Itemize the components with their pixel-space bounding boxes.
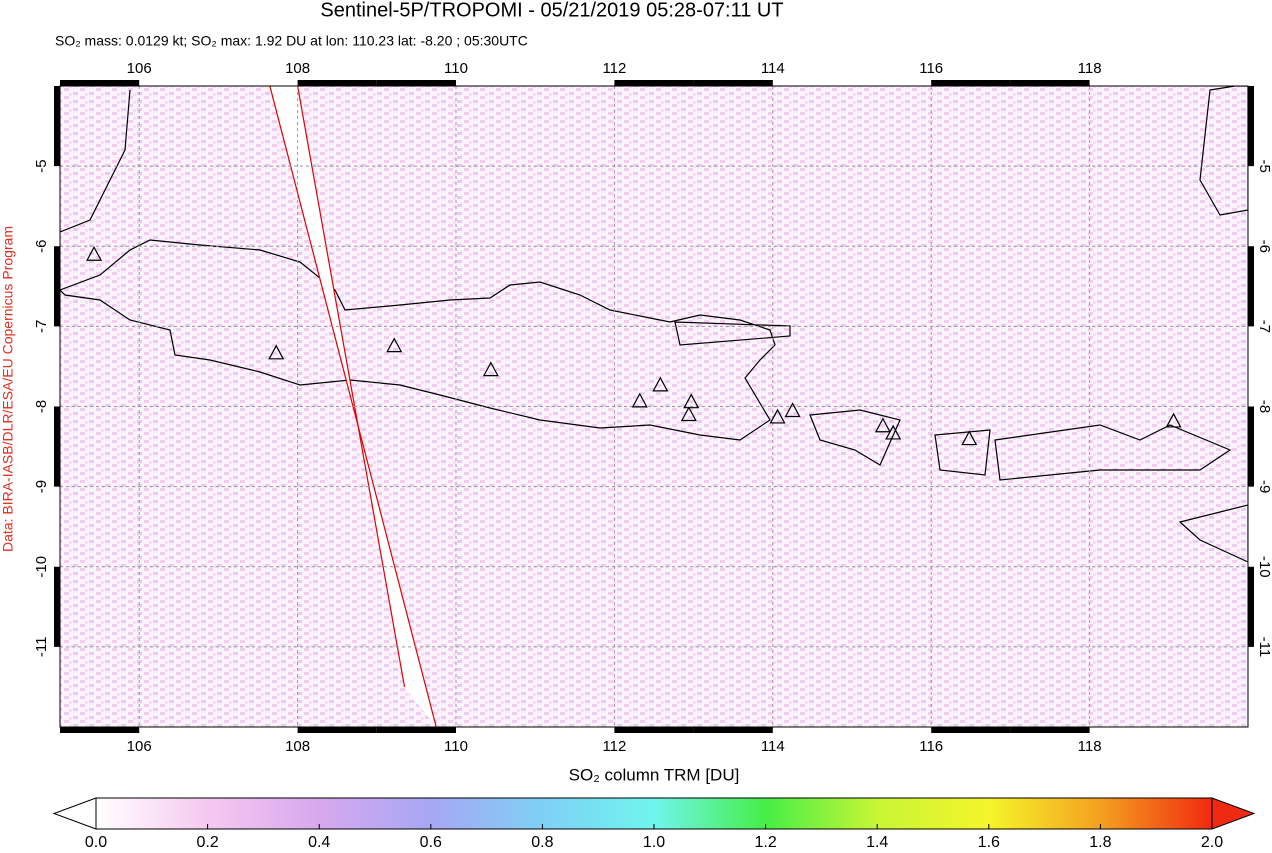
colorbar-over bbox=[1211, 797, 1256, 830]
colorbar-tick-label: 1.8 bbox=[1089, 834, 1111, 851]
y-tick-label: -11 bbox=[1256, 637, 1272, 658]
y-tick-label: -5 bbox=[33, 159, 50, 172]
frame-bar bbox=[1248, 406, 1254, 487]
x-tick-label: 108 bbox=[285, 738, 310, 755]
y-tick-label: -8 bbox=[33, 400, 50, 413]
colorbar-tick-label: 1.6 bbox=[978, 834, 1000, 851]
y-tick-label: -6 bbox=[33, 240, 50, 253]
frame-bar bbox=[614, 727, 694, 733]
chart-title: Sentinel-5P/TROPOMI - 05/21/2019 05:28-0… bbox=[320, 0, 783, 21]
frame-bar bbox=[1248, 246, 1254, 327]
volcano bbox=[386, 337, 403, 353]
y-tick-label: -5 bbox=[1256, 159, 1272, 172]
frame-bar bbox=[54, 566, 60, 647]
y-tick-label: -9 bbox=[1256, 480, 1272, 493]
x-tick-label: 114 bbox=[761, 738, 785, 755]
colorbar-tick-label: 1.2 bbox=[754, 834, 776, 851]
y-tick-label: -6 bbox=[1256, 240, 1272, 253]
frame-bar bbox=[54, 86, 60, 167]
frame-bar bbox=[693, 80, 773, 86]
volcano bbox=[874, 417, 891, 433]
map bbox=[60, 86, 1248, 727]
y-tick-label: -7 bbox=[1256, 320, 1272, 333]
swath-edge bbox=[269, 86, 437, 727]
y-tick-label: -9 bbox=[33, 480, 50, 493]
credit: Data: BIRA-IASB/DLR/ESA/EU Copernicus Pr… bbox=[0, 226, 16, 552]
frame-bar bbox=[54, 246, 60, 327]
frame-bar bbox=[60, 727, 140, 733]
colorbar-tick-label: 1.0 bbox=[643, 834, 665, 851]
y-tick-label: -11 bbox=[33, 637, 50, 658]
volcano bbox=[86, 245, 103, 261]
frame-bar bbox=[60, 80, 140, 86]
x-tick-label: 110 bbox=[444, 60, 468, 77]
x-tick-label: 116 bbox=[919, 738, 943, 755]
volcano bbox=[683, 393, 700, 409]
frame-bar bbox=[1248, 566, 1254, 647]
colorbar-tick-label: 0.4 bbox=[308, 834, 330, 851]
frame-bar bbox=[1248, 86, 1254, 167]
frame-bar bbox=[54, 406, 60, 487]
frame-bar bbox=[931, 80, 1011, 86]
x-tick-label: 106 bbox=[127, 60, 152, 77]
frame-bar bbox=[376, 80, 456, 86]
frame-bar bbox=[376, 727, 456, 733]
volcano bbox=[268, 344, 285, 360]
colorbar-under bbox=[52, 797, 97, 830]
frame-bar bbox=[693, 727, 773, 733]
x-tick-label: 108 bbox=[285, 60, 310, 77]
volcano bbox=[885, 424, 902, 440]
volcano bbox=[482, 361, 499, 377]
colorbar-tick-label: 0.2 bbox=[196, 834, 218, 851]
colorbar-tick-label: 0.0 bbox=[85, 834, 107, 851]
volcano bbox=[1165, 412, 1182, 428]
volcano bbox=[680, 406, 697, 422]
volcano bbox=[961, 430, 978, 446]
frame-bar bbox=[931, 727, 1011, 733]
frame-bar bbox=[1010, 727, 1090, 733]
y-tick-label: -7 bbox=[33, 320, 50, 333]
colorbar-tick-label: 1.4 bbox=[866, 834, 888, 851]
volcano bbox=[769, 408, 786, 424]
x-tick-label: 116 bbox=[919, 60, 943, 77]
colorbar-tick-label: 0.8 bbox=[531, 834, 553, 851]
x-tick-label: 112 bbox=[602, 60, 626, 77]
x-tick-label: 112 bbox=[602, 738, 626, 755]
x-tick-label: 118 bbox=[1078, 738, 1102, 755]
x-tick-label: 114 bbox=[761, 60, 785, 77]
frame-bar bbox=[1010, 80, 1090, 86]
frame-bar bbox=[297, 80, 377, 86]
frame-bar bbox=[297, 727, 377, 733]
swath-edge bbox=[297, 86, 406, 688]
colorbar-tick-label: 0.6 bbox=[420, 834, 442, 851]
x-tick-label: 118 bbox=[1078, 60, 1102, 77]
frame-bar bbox=[614, 80, 694, 86]
subtitle: SO₂ mass: 0.0129 kt; SO₂ max: 1.92 DU at… bbox=[55, 33, 528, 49]
coastline bbox=[60, 86, 1248, 563]
x-tick-label: 106 bbox=[127, 738, 152, 755]
volcano bbox=[652, 376, 669, 392]
volcano bbox=[631, 392, 648, 408]
y-tick-label: -8 bbox=[1256, 400, 1272, 413]
y-tick-label: -10 bbox=[33, 556, 50, 578]
x-tick-label: 110 bbox=[444, 738, 468, 755]
colorbar-label: SO₂ column TRM [DU] bbox=[569, 765, 740, 784]
volcano bbox=[784, 402, 801, 418]
y-tick-label: -10 bbox=[1256, 556, 1272, 578]
colorbar-tick-label: 2.0 bbox=[1201, 834, 1223, 851]
